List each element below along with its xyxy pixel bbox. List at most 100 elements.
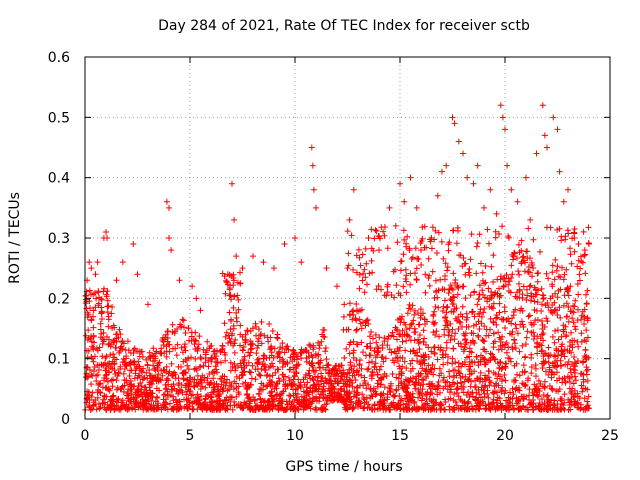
data-point	[236, 375, 243, 382]
data-point	[496, 300, 503, 307]
data-point	[465, 269, 472, 276]
data-point	[178, 323, 185, 330]
data-point	[527, 216, 534, 223]
data-point	[372, 360, 379, 367]
data-point	[274, 353, 281, 360]
data-point	[90, 313, 97, 320]
data-point	[101, 375, 108, 382]
data-point	[106, 360, 113, 367]
data-point	[509, 251, 516, 258]
data-point	[551, 276, 558, 283]
data-point	[258, 340, 265, 347]
data-point	[450, 405, 457, 412]
data-point	[498, 404, 505, 411]
data-point	[512, 377, 519, 384]
data-point	[137, 380, 144, 387]
data-point	[571, 248, 578, 255]
data-point	[516, 348, 523, 355]
data-point	[518, 258, 525, 265]
data-point	[361, 374, 368, 381]
data-point	[408, 256, 415, 263]
data-point	[208, 394, 215, 401]
data-point	[94, 362, 101, 369]
data-point	[442, 396, 449, 403]
data-point	[556, 304, 563, 311]
data-point	[245, 349, 252, 356]
data-point	[286, 377, 293, 384]
data-point	[525, 264, 532, 271]
data-point	[506, 399, 513, 406]
data-point	[103, 291, 110, 298]
data-point	[476, 282, 483, 289]
data-point	[488, 304, 495, 311]
data-point	[249, 362, 256, 369]
data-point	[313, 397, 320, 404]
data-point	[540, 392, 547, 399]
data-point	[444, 318, 451, 325]
data-point	[237, 331, 244, 338]
data-point	[176, 277, 183, 284]
data-point	[485, 357, 492, 364]
data-point	[347, 361, 354, 368]
data-point	[530, 264, 537, 271]
data-point	[427, 385, 434, 392]
data-point	[485, 240, 492, 247]
data-point	[231, 216, 238, 223]
data-point	[301, 403, 308, 410]
data-point	[110, 392, 117, 399]
data-point	[391, 404, 398, 411]
data-point	[246, 352, 253, 359]
data-point	[377, 381, 384, 388]
data-point	[103, 384, 110, 391]
data-point	[97, 380, 104, 387]
data-point	[170, 405, 177, 412]
data-point	[274, 391, 281, 398]
data-point	[274, 380, 281, 387]
data-point	[393, 387, 400, 394]
data-point	[432, 303, 439, 310]
data-point	[417, 314, 424, 321]
data-point	[569, 315, 576, 322]
data-point	[451, 306, 458, 313]
data-point	[274, 334, 281, 341]
data-point	[268, 360, 275, 367]
data-point	[565, 292, 572, 299]
data-point	[371, 347, 378, 354]
data-point	[439, 307, 446, 314]
data-point	[211, 406, 218, 413]
data-point	[357, 382, 364, 389]
data-point	[371, 235, 378, 242]
data-point	[161, 391, 168, 398]
data-point	[106, 402, 113, 409]
data-point	[419, 386, 426, 393]
data-point	[144, 362, 151, 369]
data-point	[558, 406, 565, 413]
data-point	[495, 231, 502, 238]
data-point	[512, 345, 519, 352]
data-point	[584, 398, 591, 405]
data-point	[91, 353, 98, 360]
data-point	[441, 331, 448, 338]
data-point	[131, 345, 138, 352]
data-point	[479, 287, 486, 294]
data-point	[360, 270, 367, 277]
data-point	[399, 338, 406, 345]
data-point	[88, 317, 95, 324]
data-point	[547, 224, 554, 231]
data-point	[197, 393, 204, 400]
data-point	[440, 352, 447, 359]
data-point	[497, 276, 504, 283]
data-point	[159, 372, 166, 379]
data-point	[403, 378, 410, 384]
data-point	[430, 311, 437, 318]
data-point	[322, 345, 329, 352]
data-point	[497, 359, 504, 366]
data-point	[535, 270, 542, 277]
data-point	[343, 388, 350, 395]
data-point	[180, 317, 187, 324]
data-point	[403, 392, 410, 399]
data-point	[446, 389, 453, 396]
data-point	[451, 120, 458, 127]
data-point	[411, 337, 418, 344]
data-point	[444, 267, 451, 274]
